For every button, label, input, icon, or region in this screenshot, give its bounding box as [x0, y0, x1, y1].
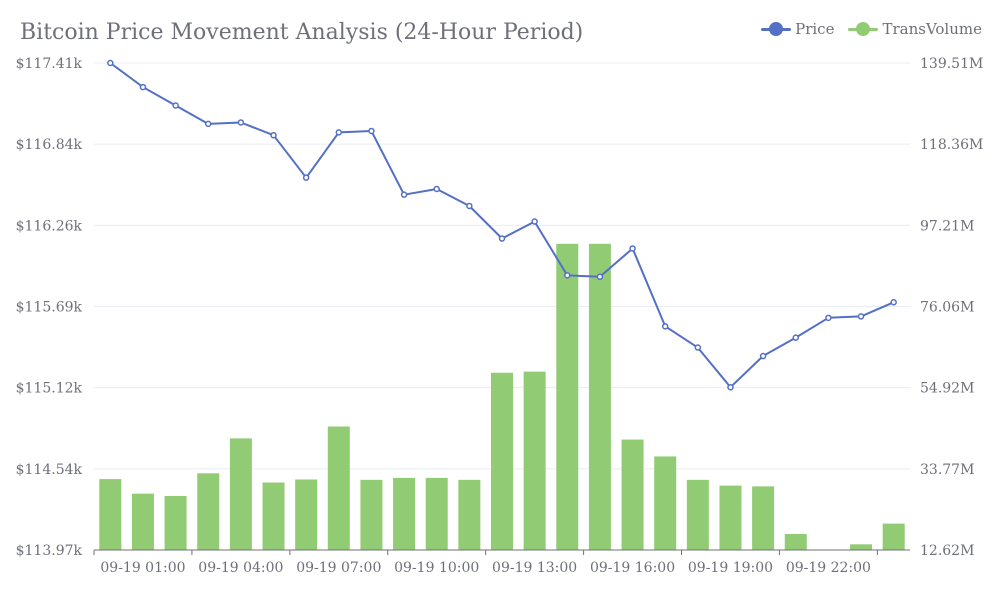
volume-bar [654, 456, 676, 550]
price-point [467, 203, 472, 208]
volume-bar [295, 479, 317, 550]
volume-bar [230, 438, 252, 550]
x-tick-label: 09-19 16:00 [590, 560, 675, 576]
price-point [336, 130, 341, 135]
price-point [728, 385, 733, 390]
volume-tick-label: 118.36M [920, 137, 983, 153]
volume-tick-label: 12.62M [920, 543, 974, 559]
price-tick-label: $113.97k [16, 543, 83, 559]
volume-bar [360, 480, 382, 550]
price-point [271, 133, 276, 138]
x-tick-label: 09-19 22:00 [786, 560, 871, 576]
price-point [140, 85, 145, 90]
volume-bar [556, 244, 578, 550]
price-point [793, 335, 798, 340]
volume-tick-label: 33.77M [920, 462, 974, 478]
price-point [695, 345, 700, 350]
volume-bar [328, 426, 350, 550]
volume-tick-label: 54.92M [920, 381, 974, 397]
x-tick-label: 09-19 01:00 [100, 560, 185, 576]
volume-bar [426, 478, 448, 550]
volume-bar [752, 486, 774, 550]
price-tick-label: $115.69k [16, 300, 83, 316]
volume-bar [850, 544, 872, 550]
volume-axis: 12.62M 33.77M 54.92M 76.06M 97.21M 118.36M 139… [920, 56, 983, 559]
price-tick-label: $115.12k [16, 381, 83, 397]
price-point [891, 300, 896, 305]
x-axis: 09-19 01:00 09-19 04:00 09-19 07:00 09-19 1… [94, 550, 910, 576]
price-point [206, 121, 211, 126]
x-tick-label: 09-19 13:00 [492, 560, 577, 576]
x-tick-label: 09-19 04:00 [198, 560, 283, 576]
price-volume-chart: $113.97k $114.54k $115.12k $115.69k $116.26k… [0, 0, 1000, 600]
price-point [630, 246, 635, 251]
price-point [859, 314, 864, 319]
price-point [565, 273, 570, 278]
price-tick-label: $117.41k [16, 56, 83, 72]
price-point [597, 274, 602, 279]
volume-bar [165, 496, 187, 550]
price-tick-label: $116.84k [16, 137, 83, 153]
x-tick-label: 09-19 10:00 [394, 560, 479, 576]
volume-bar [622, 440, 644, 550]
price-tick-label: $114.54k [16, 462, 83, 478]
volume-tick-label: 97.21M [920, 218, 974, 234]
price-point [761, 354, 766, 359]
price-point [108, 61, 113, 66]
price-point [826, 315, 831, 320]
x-tick-label: 09-19 19:00 [688, 560, 773, 576]
volume-bar [719, 486, 741, 550]
volume-bar [883, 524, 905, 550]
price-point [402, 192, 407, 197]
x-tick-label: 09-19 07:00 [296, 560, 381, 576]
price-axis: $113.97k $114.54k $115.12k $115.69k $116.26k… [16, 56, 83, 559]
volume-tick-label: 76.06M [920, 300, 974, 316]
price-point [663, 324, 668, 329]
volume-bar [524, 372, 546, 550]
volume-bar [132, 494, 154, 550]
price-point [434, 186, 439, 191]
price-point [173, 103, 178, 108]
price-tick-label: $116.26k [16, 218, 83, 234]
volume-bar [197, 473, 219, 550]
volume-bar [589, 244, 611, 550]
volume-bar [491, 373, 513, 550]
volume-bar [393, 478, 415, 550]
volume-tick-label: 139.51M [920, 56, 983, 72]
price-point [532, 219, 537, 224]
volume-bar [458, 480, 480, 550]
volume-bar [785, 534, 807, 550]
volume-bar [687, 480, 709, 550]
price-point [369, 128, 374, 133]
volume-bar [99, 479, 121, 550]
price-point [238, 120, 243, 125]
price-point [304, 175, 309, 180]
price-point [500, 236, 505, 241]
volume-bars [99, 244, 904, 550]
volume-bar [263, 483, 285, 550]
